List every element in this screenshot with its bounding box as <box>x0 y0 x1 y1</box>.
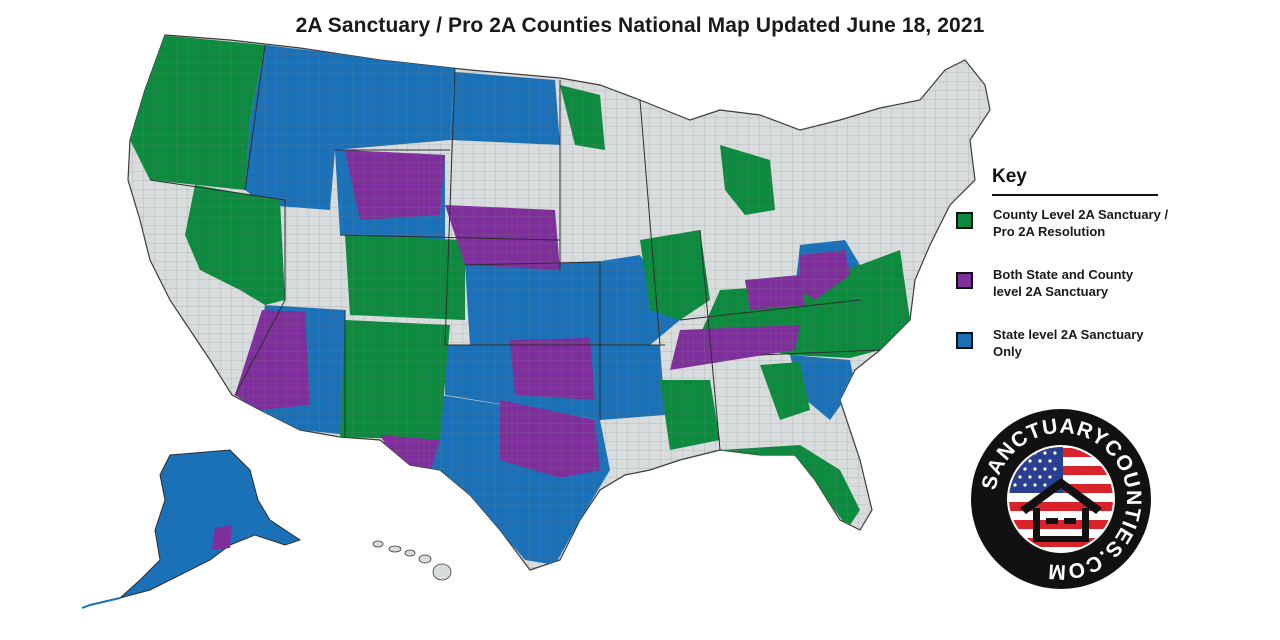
swatch-state-only <box>956 332 973 349</box>
alaska-shape <box>119 449 302 599</box>
aleutian-islands <box>81 597 121 609</box>
key-heading: Key <box>992 166 1158 196</box>
state-borders <box>149 44 881 451</box>
key-item-state-and-county: Both State and County level 2A Sanctuary <box>956 266 1186 316</box>
key-label-state-only: State level 2A Sanctuary Only <box>993 327 1144 359</box>
alaska <box>81 449 302 609</box>
map-title: 2A Sanctuary / Pro 2A Counties National … <box>295 14 985 37</box>
key-item-county-level: County Level 2A Sanctuary / Pro 2A Resol… <box>956 206 1186 256</box>
hawaii <box>372 540 452 581</box>
key-label-state-and-county: Both State and County level 2A Sanctuary <box>993 267 1134 299</box>
flag-icon <box>1009 447 1113 551</box>
key-label-county-level: County Level 2A Sanctuary / Pro 2A Resol… <box>993 207 1169 239</box>
swatch-county-level <box>956 212 973 229</box>
swatch-state-and-county <box>956 272 973 289</box>
alaska-purple-area <box>212 525 232 550</box>
map-key: Key County Level 2A Sanctuary / Pro 2A R… <box>956 166 1186 376</box>
crossed-guns-icon <box>1020 478 1102 542</box>
sanctuarycounties-logo: SANCTUARYCOUNTIES.COM <box>971 409 1151 589</box>
key-item-state-only: State level 2A Sanctuary Only <box>956 326 1186 376</box>
